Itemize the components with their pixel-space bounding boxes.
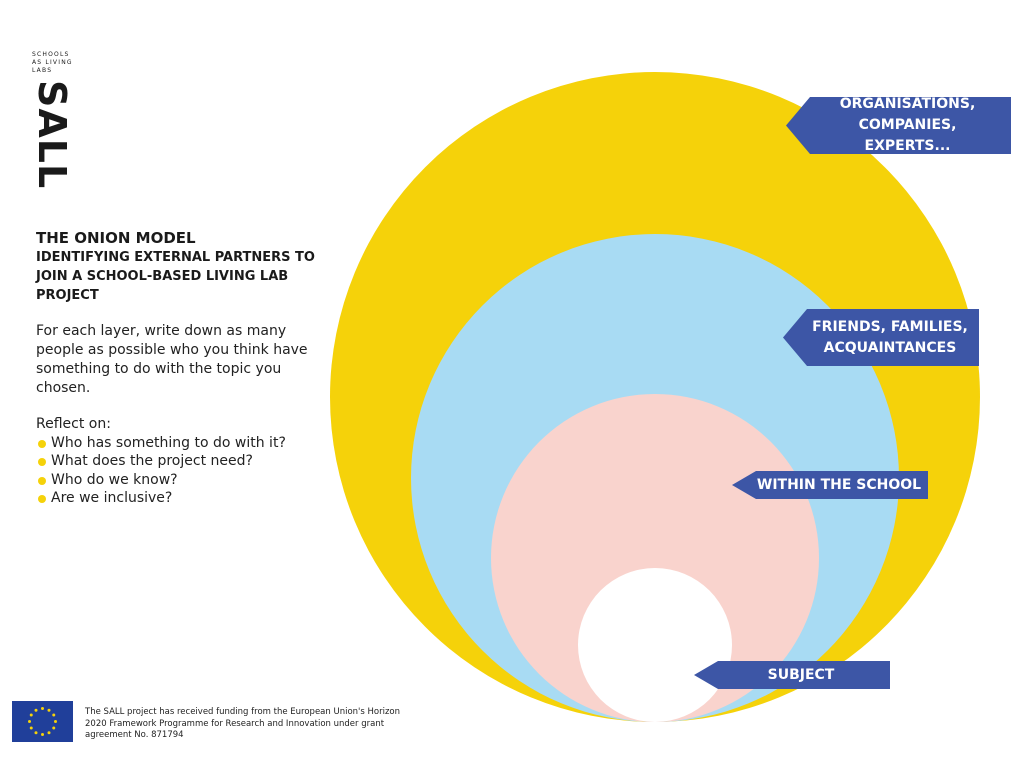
star-icon (34, 708, 38, 712)
star-icon (47, 708, 51, 712)
star-icon (28, 720, 31, 723)
bullet-icon (38, 439, 46, 448)
logo-subtitle: SCHOOLS AS LIVING LABS (32, 51, 73, 74)
star-icon (41, 707, 44, 710)
star-icon (34, 731, 38, 735)
label-friends: FRIENDS, FAMILIES, ACQUAINTANCES (783, 309, 979, 366)
eu-flag-icon (12, 701, 73, 742)
list-item: Are we inclusive? (36, 489, 286, 508)
reflect-heading: Reflect on: (36, 416, 111, 432)
list-item: Who do we know? (36, 471, 286, 490)
star-icon (54, 720, 57, 723)
label-subject: SUBJECT (694, 661, 890, 689)
bullet-icon (38, 495, 46, 503)
funding-notice: The SALL project has received funding fr… (85, 707, 400, 740)
star-icon (41, 733, 44, 736)
star-icon (52, 713, 56, 717)
star-icon (29, 726, 33, 730)
page-subtitle: IDENTIFYING EXTERNAL PARTNERS TO JOIN A … (36, 250, 315, 303)
star-icon (52, 726, 56, 730)
layer-third-circle (491, 394, 819, 722)
list-item: What does the project need? (36, 452, 286, 471)
page-title: THE ONION MODEL (36, 229, 196, 247)
bullet-icon (38, 476, 46, 485)
reflect-section: Reflect on: Who has something to do with… (36, 415, 286, 508)
description: For each layer, write down as many peopl… (36, 323, 308, 396)
label-organisations: ORGANISATIONS, COMPANIES, EXPERTS... (786, 97, 1011, 154)
label-within-school: WITHIN THE SCHOOL (732, 471, 928, 499)
star-icon (29, 713, 33, 717)
list-item: Who has something to do with it? (36, 434, 286, 453)
bullet-icon (38, 458, 46, 466)
star-icon (47, 731, 51, 735)
layer-subject-circle (578, 568, 732, 722)
